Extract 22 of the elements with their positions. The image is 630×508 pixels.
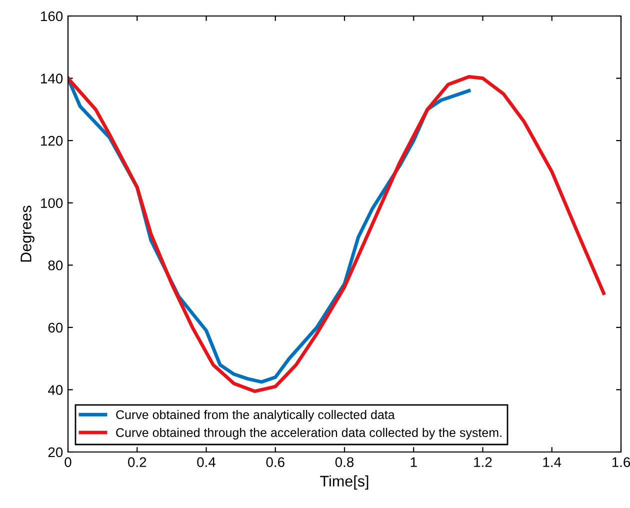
y-tick-label: 60 bbox=[48, 322, 63, 333]
x-tick-label: 0.6 bbox=[266, 457, 284, 468]
x-tick-label: 0.4 bbox=[197, 457, 216, 468]
x-tick-label: 1.2 bbox=[474, 457, 492, 467]
y-tick-label: 100 bbox=[41, 198, 63, 208]
x-tick-label: 1.6 bbox=[612, 457, 630, 468]
x-axis-title: Time[s] bbox=[320, 475, 368, 490]
y-tick-label: 160 bbox=[41, 11, 63, 22]
legend-label: Curve obtained through the acceleration data collected by the system. bbox=[116, 428, 502, 440]
y-tick-label: 80 bbox=[48, 260, 63, 270]
x-tick-label: 0.2 bbox=[128, 457, 146, 468]
y-tick-label: 20 bbox=[48, 447, 63, 458]
x-tick-label: 0.8 bbox=[335, 457, 354, 468]
x-tick-label: 1 bbox=[410, 457, 417, 467]
y-axis-title: Degrees bbox=[20, 206, 34, 262]
x-tick-label: 1.4 bbox=[543, 457, 562, 467]
y-tick-label: 40 bbox=[48, 385, 63, 395]
y-tick-label: 140 bbox=[41, 74, 63, 84]
legend-label: Curve obtained from the analytically collected data bbox=[116, 410, 395, 422]
x-tick-label: 0 bbox=[64, 457, 72, 468]
line-series bbox=[68, 74, 606, 394]
y-tick-label: 120 bbox=[41, 136, 63, 146]
